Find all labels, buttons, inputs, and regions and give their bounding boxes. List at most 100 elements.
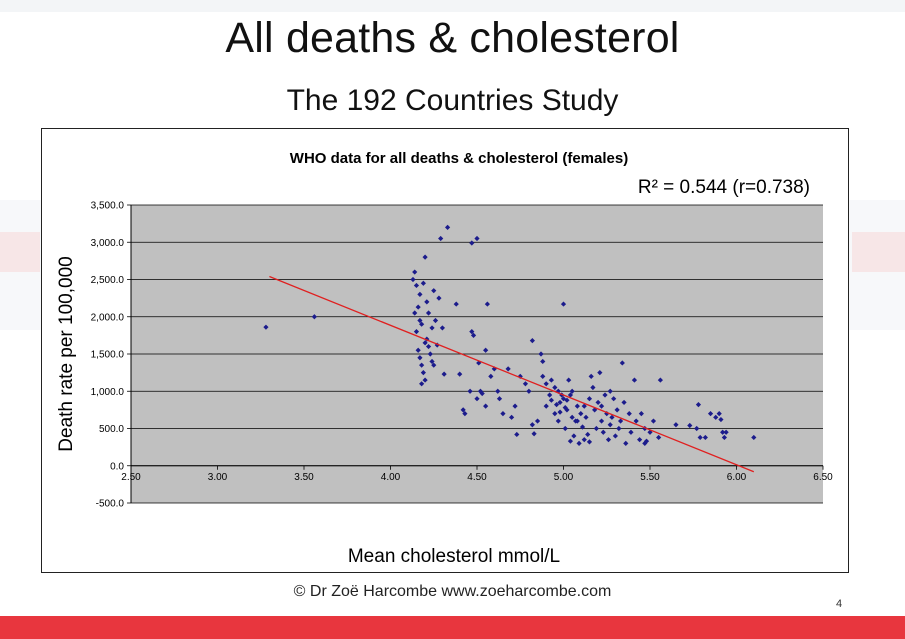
data-point [557, 409, 563, 415]
data-point [578, 411, 584, 417]
data-point [470, 332, 477, 338]
data-point [431, 288, 437, 294]
data-point [412, 310, 418, 316]
data-point [605, 437, 612, 443]
data-point [617, 418, 624, 424]
data-point [569, 414, 575, 420]
data-point [611, 396, 617, 402]
data-point [534, 418, 541, 424]
data-point [694, 425, 700, 432]
data-point [479, 390, 485, 397]
data-point [720, 429, 726, 435]
data-point [597, 370, 603, 376]
y-axis-tick-labels: -500.0 0.0 500.0 1,000.0 1,500.0 2,000.0 2,500… [91, 201, 125, 510]
data-point [496, 396, 503, 402]
data-point [417, 291, 423, 297]
data-point [621, 399, 627, 406]
data-point [581, 403, 587, 409]
data-point [579, 424, 586, 430]
x-tick-label: 3.50 [294, 472, 314, 483]
data-point [585, 431, 591, 438]
y-tick-label: 3,500.0 [91, 201, 125, 212]
data-point [607, 422, 613, 428]
x-tick-label: 5.50 [640, 472, 660, 483]
data-point [626, 411, 632, 417]
data-point [522, 381, 529, 387]
data-point [567, 438, 574, 444]
y-tick-label: -500.0 [96, 499, 125, 510]
data-point [607, 388, 613, 394]
data-point [576, 440, 582, 446]
data-point [441, 371, 447, 377]
x-axis-tick-labels: 2.50 3.00 3.50 4.00 4.50 5.00 5.50 6.00 6.50 [121, 472, 833, 483]
data-point [581, 437, 587, 443]
y-tick-label: 1,500.0 [91, 350, 125, 361]
y-tick-label: 2,000.0 [91, 312, 125, 323]
data-point [429, 325, 435, 331]
data-point [548, 397, 554, 403]
data-point [647, 429, 653, 435]
data-point [751, 434, 757, 441]
data-point [526, 388, 532, 394]
data-point [619, 360, 625, 366]
data-point [600, 429, 606, 435]
y-tick-label: 1,000.0 [91, 387, 125, 398]
x-tick-label: 6.00 [727, 472, 747, 483]
data-point [419, 362, 425, 368]
trendline [269, 275, 755, 473]
data-point [500, 411, 506, 417]
data-point [488, 373, 494, 379]
data-point [457, 371, 463, 377]
data-point [419, 321, 425, 327]
data-point [548, 377, 554, 383]
data-point [436, 295, 442, 301]
data-point [616, 425, 622, 432]
data-point [702, 434, 708, 441]
data-point [707, 411, 714, 417]
data-point [438, 235, 444, 242]
data-point [263, 324, 269, 330]
watermark-band-top [0, 0, 905, 12]
gridlines [127, 204, 824, 504]
data-point [650, 418, 657, 424]
data-point [566, 377, 572, 383]
data-point [462, 411, 468, 417]
watermark-red-right [852, 232, 905, 272]
data-point [598, 418, 605, 424]
y-tick-label: 3,000.0 [91, 238, 125, 249]
data-point [713, 414, 719, 420]
data-point [531, 431, 537, 437]
data-point [564, 407, 570, 413]
data-point [598, 403, 605, 409]
data-point [567, 392, 574, 398]
data-point [562, 405, 568, 411]
chart-title: WHO data for all deaths & cholesterol (f… [290, 150, 628, 167]
x-tick-label: 6.50 [813, 472, 833, 483]
data-point [474, 235, 480, 242]
data-point [614, 407, 620, 413]
data-point [540, 358, 546, 365]
page-number: 4 [836, 598, 843, 610]
data-point [695, 402, 702, 408]
data-point [543, 403, 549, 409]
data-point [612, 433, 618, 439]
data-point [716, 411, 722, 417]
data-point [425, 343, 432, 350]
data-point [697, 434, 703, 441]
data-point [410, 276, 416, 283]
data-point [638, 411, 644, 417]
data-point [656, 434, 662, 441]
data-point [569, 388, 575, 394]
x-tick-label: 3.00 [208, 472, 228, 483]
data-point [555, 418, 561, 424]
data-point [543, 381, 549, 387]
scatter-chart: WHO data for all deaths & cholesterol (f… [56, 150, 833, 567]
data-point [623, 440, 629, 446]
data-point [547, 392, 553, 398]
data-point [604, 411, 610, 417]
data-point [637, 437, 643, 443]
data-point [642, 440, 648, 446]
data-point [514, 431, 520, 438]
y-tick-label: 0.0 [110, 461, 124, 472]
x-axis-label: Mean cholesterol mmol/L [348, 546, 560, 567]
